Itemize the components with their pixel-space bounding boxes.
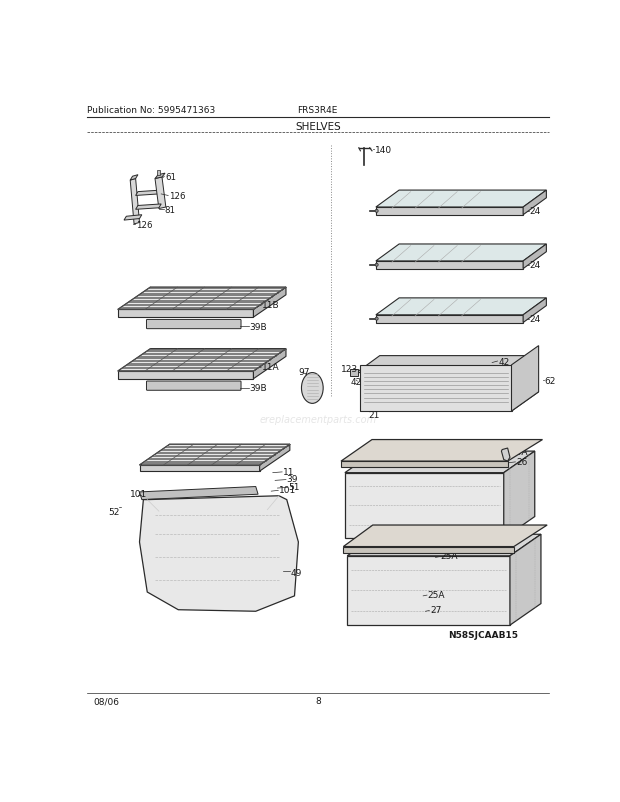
Text: 27: 27 <box>430 606 441 614</box>
Text: 101: 101 <box>279 485 296 495</box>
Text: 39: 39 <box>286 475 298 484</box>
Ellipse shape <box>301 373 323 404</box>
Text: 126: 126 <box>136 221 152 230</box>
Text: 25A: 25A <box>428 590 445 599</box>
Polygon shape <box>376 261 523 269</box>
Polygon shape <box>254 288 286 318</box>
Polygon shape <box>523 191 546 216</box>
Polygon shape <box>140 444 290 465</box>
Text: 49: 49 <box>291 569 302 577</box>
Polygon shape <box>140 465 260 472</box>
Polygon shape <box>124 216 142 221</box>
Polygon shape <box>136 191 161 196</box>
Text: 52: 52 <box>108 507 120 516</box>
Polygon shape <box>376 191 546 208</box>
Bar <box>343 547 514 553</box>
Polygon shape <box>118 349 286 371</box>
Text: 47A: 47A <box>390 539 407 549</box>
Bar <box>341 461 508 468</box>
Text: 24: 24 <box>529 207 541 216</box>
Text: 101: 101 <box>130 489 148 498</box>
Text: 97: 97 <box>298 367 310 376</box>
Text: 123: 123 <box>341 365 358 374</box>
Text: N58SJCAAB15: N58SJCAAB15 <box>448 630 518 639</box>
Polygon shape <box>376 245 546 261</box>
Text: 24: 24 <box>529 314 541 324</box>
Polygon shape <box>118 371 254 379</box>
Polygon shape <box>512 346 539 411</box>
Polygon shape <box>341 440 542 461</box>
Polygon shape <box>360 392 539 411</box>
Polygon shape <box>345 473 503 538</box>
FancyBboxPatch shape <box>146 382 241 391</box>
Polygon shape <box>502 448 510 461</box>
Text: 25: 25 <box>489 461 500 470</box>
Text: 61: 61 <box>165 172 176 181</box>
Bar <box>350 370 358 376</box>
Text: 42: 42 <box>498 357 510 366</box>
FancyBboxPatch shape <box>146 320 241 330</box>
Polygon shape <box>155 174 165 180</box>
Polygon shape <box>343 525 547 547</box>
Polygon shape <box>510 535 541 626</box>
Text: 51: 51 <box>288 483 300 492</box>
Text: 47: 47 <box>472 453 484 462</box>
Text: 21: 21 <box>368 411 379 420</box>
Circle shape <box>375 318 378 321</box>
Polygon shape <box>136 205 161 210</box>
Polygon shape <box>347 556 510 626</box>
Text: Publication No: 5995471363: Publication No: 5995471363 <box>87 106 215 115</box>
Polygon shape <box>376 315 523 323</box>
Text: 26: 26 <box>516 457 528 466</box>
Text: 26A: 26A <box>510 448 528 457</box>
Polygon shape <box>254 349 286 379</box>
Circle shape <box>375 210 378 213</box>
Text: 39B: 39B <box>249 322 267 331</box>
Polygon shape <box>118 288 286 310</box>
Polygon shape <box>376 208 523 216</box>
Text: 42: 42 <box>350 378 361 387</box>
Polygon shape <box>360 366 512 411</box>
Text: ereplacementparts.com: ereplacementparts.com <box>259 415 376 424</box>
Text: 24: 24 <box>529 261 541 270</box>
Polygon shape <box>130 176 138 180</box>
Polygon shape <box>130 180 140 225</box>
Text: 62: 62 <box>545 376 556 385</box>
Text: 11: 11 <box>283 467 294 476</box>
Polygon shape <box>523 298 546 323</box>
Polygon shape <box>140 496 298 611</box>
Polygon shape <box>503 452 534 538</box>
Polygon shape <box>155 178 166 209</box>
Text: FRS3R4E: FRS3R4E <box>298 106 338 115</box>
Polygon shape <box>118 310 254 318</box>
Text: 08/06: 08/06 <box>93 696 119 705</box>
Text: 11A: 11A <box>262 363 280 371</box>
Polygon shape <box>523 245 546 269</box>
Polygon shape <box>356 356 534 373</box>
Text: 25A: 25A <box>440 552 458 561</box>
Polygon shape <box>376 298 546 315</box>
Polygon shape <box>345 452 534 473</box>
Text: 126: 126 <box>169 192 185 200</box>
Polygon shape <box>140 487 258 500</box>
Polygon shape <box>347 535 541 556</box>
Text: 11B: 11B <box>262 301 280 310</box>
Text: 8: 8 <box>315 696 321 705</box>
Text: 81: 81 <box>164 205 175 215</box>
Polygon shape <box>260 444 290 472</box>
Bar <box>156 171 160 176</box>
Text: 140: 140 <box>375 146 392 155</box>
Text: 39B: 39B <box>249 384 267 393</box>
Text: SHELVES: SHELVES <box>295 122 340 132</box>
Circle shape <box>375 264 378 267</box>
